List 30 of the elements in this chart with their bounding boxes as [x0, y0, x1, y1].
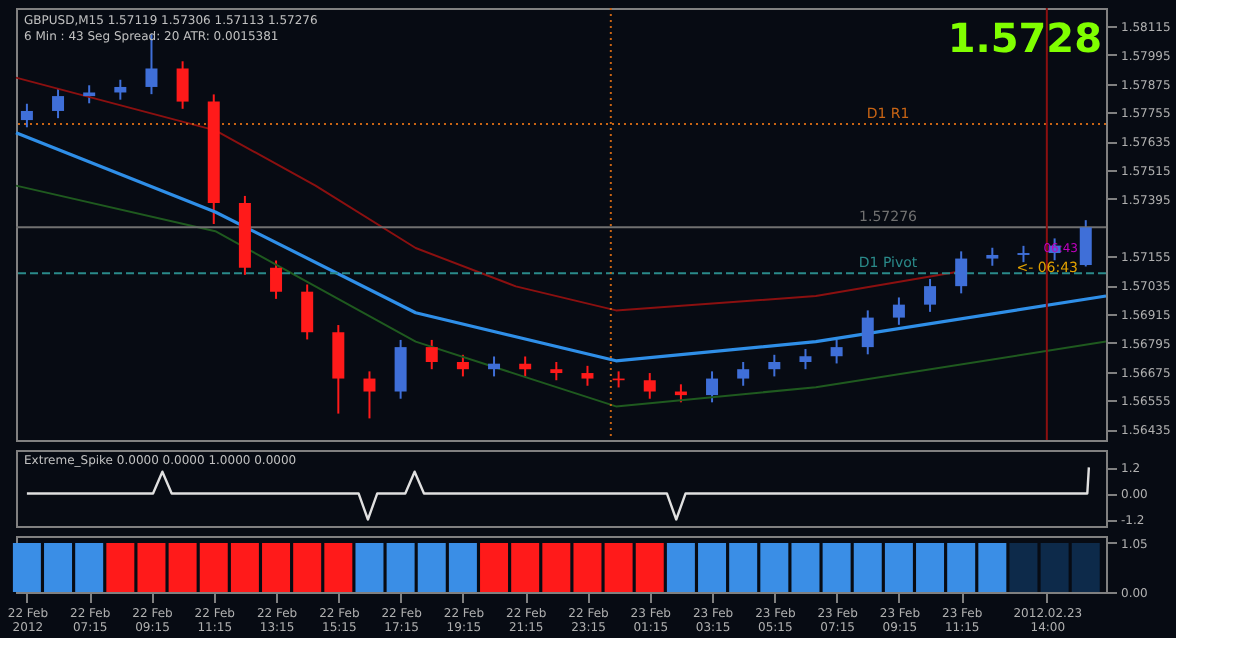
- candlestick: [456, 353, 469, 378]
- candlestick: [581, 364, 594, 387]
- candlestick: [924, 277, 937, 313]
- candlestick: [52, 87, 65, 120]
- candlestick: [861, 309, 874, 356]
- annotation: 1.5728: [947, 14, 1102, 62]
- candlestick: [830, 338, 843, 365]
- candlestick: [425, 338, 438, 371]
- candlestick: [363, 370, 376, 420]
- line-series: [25, 466, 1091, 521]
- line-series: [15, 184, 1107, 408]
- candlestick: [737, 361, 750, 387]
- candlestick: [550, 361, 563, 382]
- candlestick: [1079, 219, 1092, 268]
- candlestick: [270, 259, 283, 300]
- candlestick: [20, 102, 33, 129]
- candlestick: [488, 355, 501, 378]
- candlestick: [643, 372, 656, 400]
- candlestick: [519, 355, 532, 378]
- candlestick: [394, 338, 407, 400]
- candlestick: [768, 353, 781, 378]
- candlestick: [706, 370, 719, 404]
- candlestick: [301, 283, 314, 341]
- candlestick: [799, 348, 812, 371]
- line-series: [14, 131, 1108, 363]
- candlestick: [114, 78, 127, 101]
- candlestick: [955, 250, 968, 295]
- candlestick: [176, 60, 189, 110]
- candlestick: [892, 296, 905, 326]
- candlestick: [332, 324, 345, 415]
